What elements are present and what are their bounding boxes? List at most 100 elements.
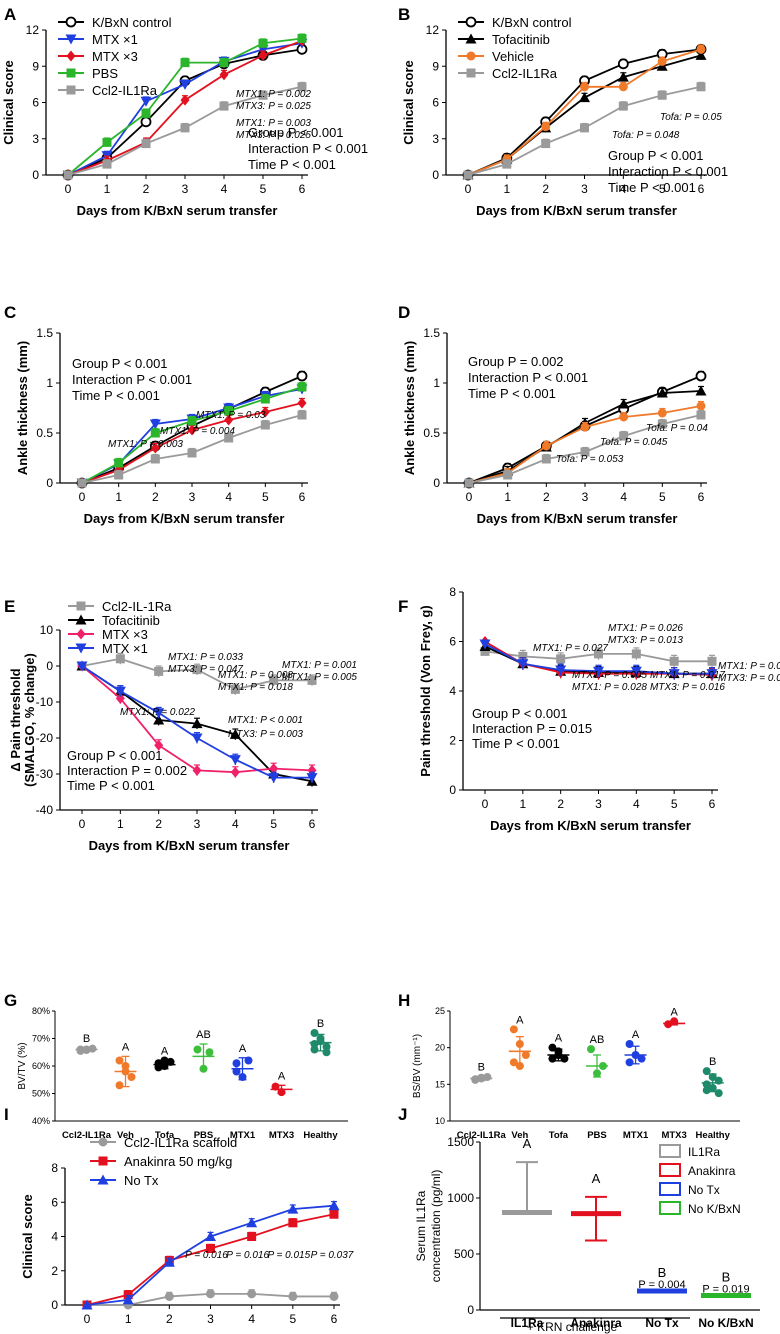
x-tick-label: No K/BxN [698, 1316, 753, 1330]
data-point [230, 684, 240, 694]
data-point [187, 424, 197, 436]
p-annotation: Tofa: P = 0.04 [646, 423, 708, 434]
panel-label: I [4, 1105, 9, 1124]
data-point [560, 1054, 569, 1063]
data-point [154, 739, 164, 751]
y-axis-label: Clinical score [20, 1194, 35, 1279]
data-point [517, 659, 529, 670]
data-point [166, 1057, 175, 1066]
data-point [296, 370, 308, 382]
legend-label: Anakinra 50 mg/kg [124, 1154, 232, 1169]
y-tick-label: 0.5 [423, 426, 440, 440]
data-point [150, 442, 160, 454]
y-tick-label: 15 [435, 1079, 445, 1089]
data-point [310, 1029, 319, 1037]
legend-label: MTX ×3 [92, 49, 138, 64]
legend-marker [465, 16, 477, 28]
data-point [328, 1200, 340, 1211]
legend-marker [65, 16, 77, 28]
x-tick-label: Tofa [155, 1130, 175, 1141]
data-point [247, 1232, 257, 1241]
data-point [115, 692, 125, 704]
x-axis-label: Days from K/BxN serum transfer [490, 818, 691, 833]
data-point [307, 675, 317, 685]
group-letter: AB [590, 1034, 605, 1046]
data-point [81, 1299, 93, 1310]
x-tick-label: 6 [698, 182, 705, 196]
group-letter: B [709, 1056, 716, 1068]
x-axis-label: Days from K/BxN serum transfer [84, 511, 285, 526]
data-point [483, 1073, 492, 1081]
data-point [618, 82, 628, 92]
data-point [617, 58, 629, 70]
data-point [154, 666, 164, 676]
data-point [199, 1064, 208, 1073]
stat-text: Time P < 0.001 [72, 388, 160, 403]
y-tick-label: 0 [32, 168, 39, 182]
data-point [180, 123, 190, 133]
x-tick-label: 2 [543, 490, 550, 504]
data-point [164, 1291, 174, 1301]
data-point [230, 766, 240, 778]
data-point [587, 1045, 595, 1054]
y-tick-label: 0 [46, 476, 53, 490]
group-letter: A [592, 1171, 601, 1186]
x-tick-label: 3 [581, 182, 588, 196]
stat-text: Time P < 0.001 [248, 157, 336, 172]
y-tick-label: 60% [32, 1061, 50, 1071]
group-letter: A [516, 1014, 524, 1026]
legend-marker [66, 68, 76, 78]
p-annotation: MTX1: P = 0.033 [168, 652, 243, 663]
group-letter: A [239, 1043, 247, 1055]
legend-marker [76, 601, 86, 611]
x-tick-label: 2 [155, 817, 162, 831]
p-annotation: Tofa: P = 0.045 [600, 437, 668, 448]
footnote: + KRN challenge [527, 1320, 618, 1334]
panel-label: H [398, 991, 410, 1010]
y-tick-label: 1 [46, 376, 53, 390]
legend-marker [466, 68, 476, 78]
x-tick-label: 3 [582, 490, 589, 504]
legend-label: Anakinra [688, 1164, 736, 1178]
data-point [150, 454, 160, 464]
group-letter: B [478, 1061, 485, 1073]
y-tick-label: 6 [449, 635, 456, 649]
legend-box [659, 1144, 681, 1158]
data-point [238, 1073, 247, 1081]
panel-d: D 0 0.5 1 1.5 0 1 2 3 4 5 6 Days from K/BxN serum tr… [398, 303, 708, 526]
x-axis-label: Days from K/BxN serum transfer [476, 203, 677, 218]
y-tick-label: 2 [449, 734, 456, 748]
data-point [316, 1037, 325, 1046]
y-tick-label: 9 [432, 59, 439, 73]
x-tick-label: 1 [504, 490, 511, 504]
data-point [631, 1051, 640, 1059]
panel-i: I024680123456Days from K/BxN serum trans… [4, 1105, 354, 1334]
y-tick-label: 0 [46, 659, 53, 673]
data-point [153, 708, 165, 719]
data-point [102, 159, 112, 169]
stat-text: Group P < 0.001 [248, 125, 344, 140]
x-tick-label: 1 [115, 490, 122, 504]
y-axis-label: BS/BV (mm⁻¹) [412, 1034, 423, 1098]
data-point [141, 139, 151, 149]
p-annotation: MTX1: P = 0.022 [120, 707, 195, 718]
data-point [140, 96, 152, 107]
data-point [696, 82, 706, 92]
data-point [329, 1209, 339, 1219]
y-tick-label: 10 [40, 623, 54, 637]
data-point [630, 666, 642, 677]
data-point [288, 1218, 298, 1228]
legend-label: MTX ×3 [102, 627, 148, 642]
data-point [702, 1080, 711, 1089]
data-point [219, 69, 229, 81]
x-tick-label: 2 [166, 1312, 173, 1326]
x-tick-label: 5 [270, 817, 277, 831]
data-point [297, 397, 307, 409]
data-point [509, 1058, 518, 1067]
data-point [122, 1294, 134, 1305]
panel-label: J [398, 1105, 407, 1124]
data-point [260, 420, 270, 430]
data-point [191, 718, 203, 729]
data-point [297, 382, 307, 392]
p-annotation: MTX3: P = 0.016 [650, 682, 725, 693]
